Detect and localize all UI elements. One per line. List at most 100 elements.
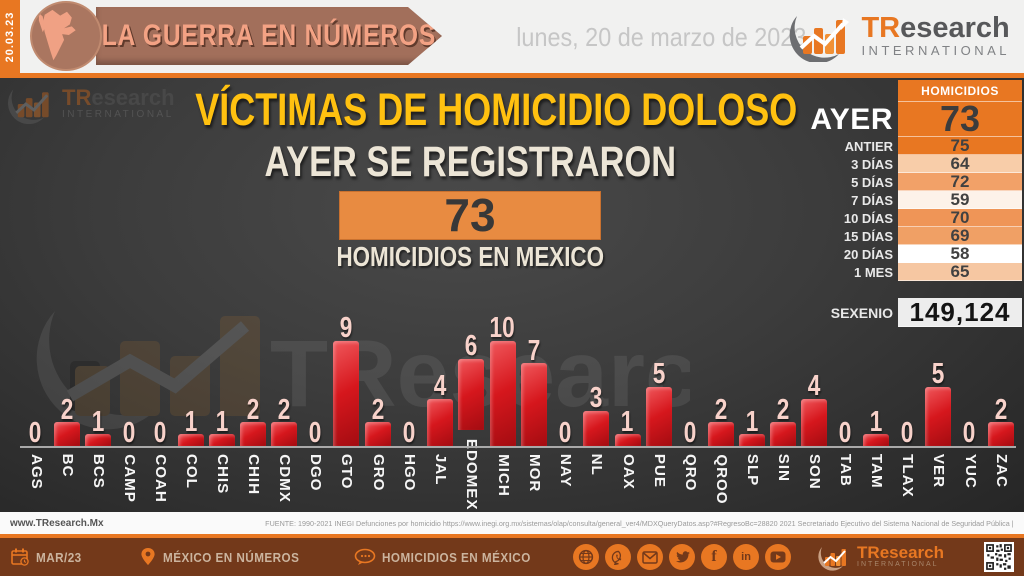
date-side-strip: 20.03.23	[0, 0, 20, 73]
chart-column: 3 NL	[581, 316, 612, 512]
state-label: SON	[806, 453, 823, 490]
bar-value-label: 5	[932, 358, 945, 391]
row-value: 58	[898, 245, 1022, 263]
state-label: CDMX	[276, 454, 293, 503]
row-label: 3 DÍAS	[851, 156, 893, 172]
state-label: COAH	[152, 454, 169, 503]
main-panel: TResearch INTERNATIONAL TResearch VÍCTIM…	[0, 78, 1024, 512]
chart-column: 1 BCS	[82, 316, 113, 512]
footer-nav-homicidios[interactable]: HOMICIDIOS EN MÉXICO	[354, 548, 547, 566]
homicides-bar-chart: 0 AGS 2 BC 1 BCS 0 CAMP 0 COAH 1 COL 1 CHIS 2 CHIH 2 CDMX…	[20, 312, 1016, 512]
bar	[987, 422, 1014, 446]
banner: LA GUERRA EN NÚMEROS	[96, 7, 442, 65]
bar-value-label: 0	[901, 417, 914, 450]
bar-value-label: 0	[122, 417, 136, 450]
state-label: BC	[59, 453, 76, 478]
bar	[84, 434, 111, 446]
bar-value-label: 0	[683, 417, 696, 450]
bar-value-label: 0	[153, 417, 167, 450]
count-value: 73	[339, 191, 601, 240]
chart-column: 9 GTO	[331, 314, 362, 512]
whatsapp-icon[interactable]	[605, 544, 632, 570]
state-label: GRO	[369, 453, 387, 492]
linkedin-icon[interactable]: in	[733, 544, 760, 570]
chart-column: 2 BC	[51, 316, 82, 512]
bar-value-label: 10	[489, 312, 516, 344]
state-label: YUC	[961, 453, 979, 489]
brand-tr: TR	[861, 11, 901, 44]
state-label: BCS	[90, 453, 107, 489]
state-label: AGS	[27, 453, 45, 490]
state-label: NAY	[557, 453, 574, 488]
summary-rows: ANTIER 75 3 DÍAS 64 5 DÍAS 72 7 DÍAS 59 10 DÍAS 7…	[818, 137, 1022, 281]
state-label: DGO	[307, 453, 324, 492]
chart-column: 1 TAM	[861, 316, 892, 512]
bar	[769, 422, 796, 446]
row-value: 75	[898, 137, 1022, 155]
chart-column: 2 ZAC	[985, 316, 1016, 512]
twitter-icon[interactable]	[669, 544, 696, 570]
bar	[333, 340, 360, 446]
chart-column: 1 CHIS	[207, 316, 238, 512]
main-caption: HOMICIDIOS EN MEXICO	[336, 241, 604, 272]
bar-value-label: 0	[838, 417, 852, 450]
chart-column: 0 DGO	[300, 316, 331, 512]
main-subtitle: AYER SE REGISTRARON	[264, 138, 676, 186]
state-label: GTO	[338, 453, 356, 490]
summary-row: ANTIER 75	[818, 137, 1022, 155]
row-value: 73	[898, 101, 1022, 137]
globe-icon[interactable]	[573, 544, 600, 570]
bar	[364, 422, 391, 446]
bar-value-label: 6	[464, 330, 478, 363]
footer-month: MAR/23	[10, 547, 87, 567]
bar-value-label: 2	[277, 393, 291, 426]
bar	[521, 363, 548, 446]
chart-column: 0 CAMP	[113, 316, 144, 512]
bar	[209, 434, 236, 446]
chart-column: 1 COL	[175, 316, 206, 512]
footer-nav-mexico-en-numeros[interactable]: MÉXICO EN NÚMEROS	[139, 547, 315, 567]
qr-code[interactable]	[984, 542, 1014, 572]
map-pin-icon	[141, 548, 155, 565]
chart-column: 2 CHIH	[238, 316, 269, 512]
summary-row: 5 DÍAS 72	[818, 173, 1022, 191]
bar-value-label: 0	[402, 417, 415, 450]
state-label: HGO	[401, 453, 418, 492]
bar-value-label: 1	[215, 405, 229, 438]
chart-column: 6 EDOMEX	[455, 316, 486, 512]
row-value: 65	[898, 263, 1022, 281]
email-icon[interactable]	[637, 544, 664, 570]
bar-value-label: 2	[994, 393, 1007, 426]
bar	[271, 422, 298, 446]
state-label: CHIH	[245, 454, 262, 496]
chart-column: 2 QROO	[705, 316, 736, 512]
summary-row-sexenio: SEXENIO 149,124	[818, 298, 1022, 327]
bar	[863, 434, 890, 446]
chart-column: 5 VER	[923, 316, 954, 512]
summary-row: 1 MES 65	[818, 263, 1022, 281]
fuente-text[interactable]: FUENTE: 1990-2021 INEGI Defunciones por …	[265, 518, 1014, 528]
row-label: 5 DÍAS	[851, 174, 893, 190]
footer-logo: TResearch INTERNATIONAL	[817, 543, 944, 571]
bar-value-label: 0	[29, 417, 42, 450]
calendar-icon	[11, 548, 29, 566]
youtube-icon[interactable]	[765, 544, 792, 570]
bar	[489, 340, 516, 446]
state-label: COL	[183, 453, 200, 489]
bar	[801, 398, 828, 446]
header-bar: 20.03.23 LA GUERRA EN NÚMEROS lunes, 20 …	[0, 0, 1024, 73]
banner-title: LA GUERRA EN NÚMEROS	[101, 19, 437, 52]
bar	[645, 387, 672, 446]
state-label: VER	[930, 453, 947, 489]
bar-value-label: 2	[714, 393, 728, 426]
bar-value-label: 3	[590, 381, 603, 414]
tresearch-logo-text: TResearch INTERNATIONAL	[861, 11, 1010, 59]
website-link[interactable]: www.TResearch.Mx	[10, 517, 104, 529]
facebook-icon[interactable]: f	[701, 544, 728, 570]
state-label: QROO	[713, 454, 730, 505]
state-label: TAM	[868, 453, 885, 489]
row-label: 10 DÍAS	[843, 210, 893, 226]
social-icons: f in	[573, 544, 792, 570]
row-label: AYER	[810, 102, 893, 136]
